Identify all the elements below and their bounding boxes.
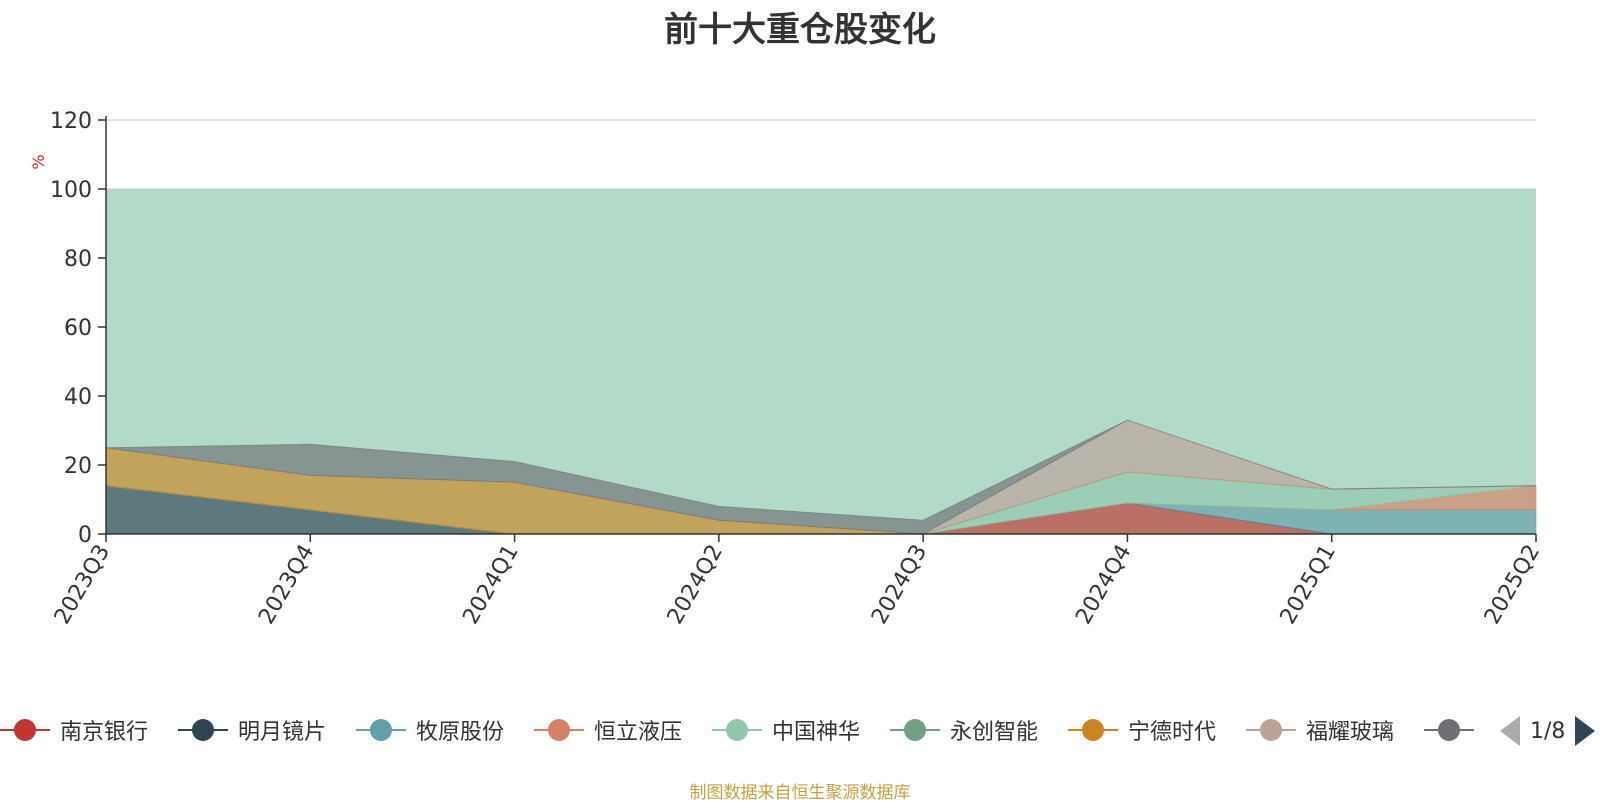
legend-label: 中国神华	[772, 720, 861, 745]
legend-items: 南京银行 明月镜片 牧原股份 恒立液压 中国神华 永创智能 宁德时代 福耀玻璃 恺英网络	[0, 712, 1480, 752]
legend-label: 恒立液压	[594, 720, 683, 745]
legend-label: 牧原股份	[416, 720, 505, 745]
y-axis-label: %	[29, 154, 48, 169]
y-tick-label-40: 40	[64, 385, 92, 410]
chart-title: 前十大重仓股变化	[664, 10, 936, 50]
x-tick-label-2025Q2: 2025Q2	[1480, 541, 1545, 629]
y-tick-label-0: 0	[78, 523, 92, 548]
source-note: 制图数据来自恒生聚源数据库	[689, 783, 911, 803]
legend-marker-icon	[1424, 718, 1474, 742]
legend-item-2[interactable]: 明月镜片	[178, 712, 326, 748]
legend-marker-icon	[356, 718, 406, 742]
legend-label: 福耀玻璃	[1306, 720, 1395, 745]
legend-item-3[interactable]: 牧原股份	[356, 712, 504, 748]
legend-item-6[interactable]: 永创智能	[890, 712, 1038, 748]
x-tick-label-2023Q3: 2023Q3	[50, 541, 115, 629]
x-tick-label-2025Q1: 2025Q1	[1276, 541, 1341, 629]
legend-item-7[interactable]: 宁德时代	[1068, 712, 1216, 748]
y-tick-label-120: 120	[50, 109, 92, 134]
legend-marker-icon	[890, 718, 940, 742]
y-tick-label-60: 60	[64, 316, 92, 341]
legend-label: 永创智能	[950, 720, 1039, 745]
x-tick-label-2023Q4: 2023Q4	[254, 541, 319, 629]
x-tick-label-2024Q4: 2024Q4	[1071, 541, 1136, 629]
legend-prev-arrow-icon[interactable]	[1500, 716, 1520, 746]
legend-pager: 1/8	[1500, 716, 1596, 746]
legend-marker-icon	[1246, 718, 1296, 742]
legend-item-1[interactable]: 南京银行	[0, 712, 148, 748]
legend-item-9[interactable]: 恺英网络	[1424, 712, 1480, 748]
legend-marker-icon	[178, 718, 228, 742]
legend-page-indicator: 1/8	[1530, 718, 1566, 744]
legend-marker-icon	[534, 718, 584, 742]
legend-marker-icon	[712, 718, 762, 742]
y-tick-label-20: 20	[64, 454, 92, 479]
legend-marker-icon	[1068, 718, 1118, 742]
legend-item-5[interactable]: 中国神华	[712, 712, 860, 748]
x-tick-label-2024Q2: 2024Q2	[663, 541, 728, 629]
legend-label: 南京银行	[60, 720, 149, 745]
legend-label: 宁德时代	[1128, 720, 1217, 745]
legend-label: 明月镜片	[238, 720, 327, 745]
legend: 南京银行 明月镜片 牧原股份 恒立液压 中国神华 永创智能 宁德时代 福耀玻璃 恺英网络 1/8	[0, 712, 1600, 752]
legend-next-arrow-icon[interactable]	[1575, 716, 1596, 746]
y-tick-label-80: 80	[64, 247, 92, 272]
y-tick-label-100: 100	[50, 178, 92, 203]
x-tick-label-2024Q1: 2024Q1	[458, 541, 523, 629]
x-tick-label-2024Q3: 2024Q3	[867, 541, 932, 629]
series-area-9	[105, 419, 1537, 535]
legend-marker-icon	[0, 718, 50, 742]
legend-item-8[interactable]: 福耀玻璃	[1246, 712, 1394, 748]
legend-item-4[interactable]: 恒立液压	[534, 712, 682, 748]
